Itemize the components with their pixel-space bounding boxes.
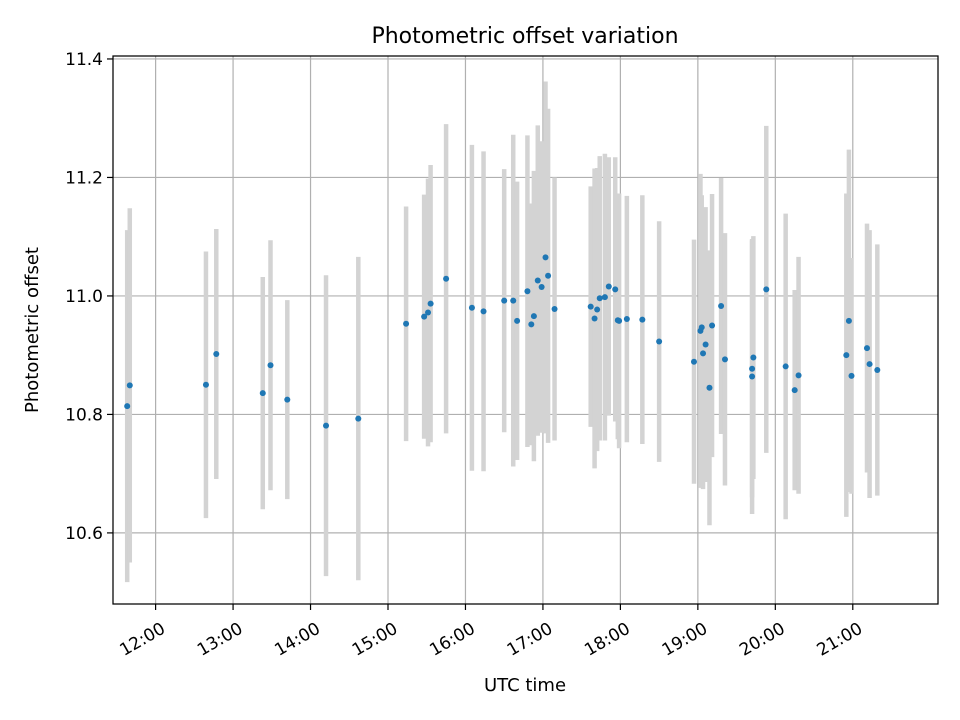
data-point bbox=[601, 294, 608, 301]
y-tick-label: 11.4 bbox=[65, 50, 103, 70]
data-point bbox=[605, 283, 612, 290]
data-point bbox=[551, 305, 558, 312]
y-tick-label: 10.8 bbox=[65, 405, 103, 425]
data-point bbox=[863, 345, 870, 352]
data-point bbox=[267, 362, 274, 369]
data-point bbox=[542, 254, 549, 261]
data-point bbox=[782, 363, 789, 370]
chart-title: Photometric offset variation bbox=[371, 24, 678, 49]
y-axis-title: Photometric offset bbox=[22, 247, 43, 413]
data-point bbox=[709, 322, 716, 329]
data-point bbox=[843, 352, 850, 359]
data-point bbox=[791, 387, 798, 394]
data-point bbox=[514, 317, 521, 324]
data-point bbox=[594, 306, 601, 313]
data-point bbox=[355, 415, 362, 422]
data-point bbox=[427, 300, 434, 307]
data-point bbox=[750, 354, 757, 361]
data-point bbox=[213, 350, 220, 357]
data-point bbox=[323, 422, 330, 429]
data-point bbox=[623, 316, 630, 323]
data-point bbox=[656, 338, 663, 345]
data-point bbox=[616, 317, 623, 324]
y-tick-label: 11.0 bbox=[65, 287, 103, 307]
data-point bbox=[202, 381, 209, 388]
y-axis: 10.6 10.8 11.0 11.2 11.4 bbox=[65, 50, 113, 544]
data-point bbox=[749, 373, 756, 380]
data-point bbox=[690, 358, 697, 365]
data-point bbox=[510, 297, 517, 304]
data-point bbox=[845, 317, 852, 324]
data-point bbox=[718, 303, 725, 310]
data-points bbox=[124, 254, 881, 429]
data-point bbox=[700, 350, 707, 357]
data-point bbox=[538, 284, 545, 291]
data-point bbox=[866, 361, 873, 368]
data-point bbox=[403, 320, 410, 327]
data-point bbox=[284, 396, 291, 403]
data-point bbox=[259, 390, 266, 397]
data-point bbox=[721, 356, 728, 363]
data-point bbox=[639, 316, 646, 323]
data-point bbox=[124, 403, 131, 410]
data-point bbox=[612, 286, 619, 293]
data-point bbox=[702, 341, 709, 348]
data-point bbox=[534, 277, 541, 284]
data-point bbox=[443, 275, 450, 282]
data-point bbox=[530, 313, 537, 320]
data-point bbox=[587, 303, 594, 310]
data-point bbox=[545, 272, 552, 279]
data-point bbox=[591, 315, 598, 322]
data-point bbox=[749, 365, 756, 372]
data-point bbox=[698, 324, 705, 331]
data-point bbox=[874, 366, 881, 373]
y-tick-label: 10.6 bbox=[65, 524, 103, 544]
data-point bbox=[524, 288, 531, 295]
data-point bbox=[468, 304, 475, 311]
data-point bbox=[706, 384, 713, 391]
data-point bbox=[126, 382, 133, 389]
data-point bbox=[795, 372, 802, 379]
data-point bbox=[763, 286, 770, 293]
data-point bbox=[596, 295, 603, 302]
data-point bbox=[528, 321, 535, 328]
data-point bbox=[848, 372, 855, 379]
x-axis-title: UTC time bbox=[484, 675, 566, 696]
data-point bbox=[480, 308, 487, 315]
plot-frame bbox=[112, 55, 939, 605]
y-tick-label: 11.2 bbox=[65, 168, 103, 188]
data-point bbox=[421, 313, 428, 320]
data-point bbox=[501, 297, 508, 304]
data-point bbox=[425, 309, 432, 316]
